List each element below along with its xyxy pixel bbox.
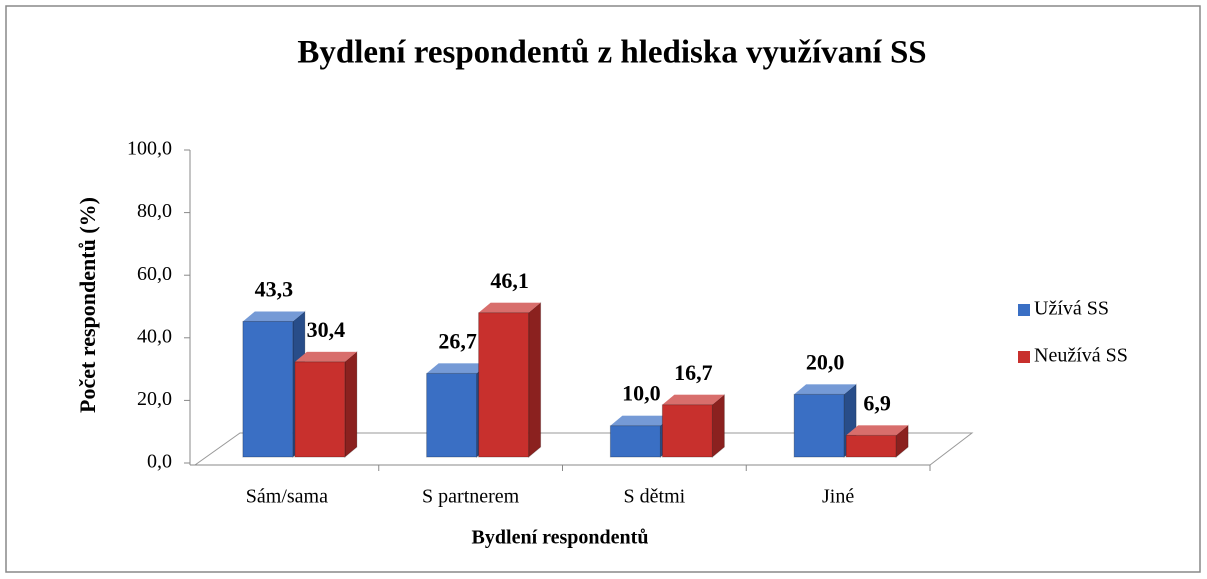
y-tick-label: 60,0 <box>137 263 172 285</box>
data-label: 26,7 <box>438 328 477 353</box>
bar <box>845 434 897 458</box>
y-tick-label: 80,0 <box>137 200 172 222</box>
legend-swatch <box>1018 304 1030 316</box>
data-label: 6,9 <box>863 390 891 415</box>
bar-top-light <box>846 425 909 436</box>
bar-top <box>794 384 857 395</box>
legend-swatch <box>1018 351 1030 363</box>
bar-side-shade <box>344 351 357 457</box>
y-tick-label: 0,0 <box>147 451 172 473</box>
bar-top <box>846 425 909 436</box>
bar <box>793 393 845 458</box>
bar-top <box>242 311 305 322</box>
bar-top <box>478 302 541 313</box>
x-tick-label: S partnerem <box>422 486 520 508</box>
x-tick-label: Jiné <box>822 486 854 508</box>
bar-top-light <box>294 351 357 362</box>
data-label: 16,7 <box>674 360 713 385</box>
bar-top <box>610 415 673 426</box>
bar-top <box>662 394 725 405</box>
x-axis-title: Bydlení respondentů <box>472 527 649 549</box>
bar-top-light <box>794 384 857 395</box>
y-tick-label: 40,0 <box>137 325 172 347</box>
chart-border <box>5 5 1201 573</box>
data-label: 20,0 <box>806 349 845 374</box>
data-label: 43,3 <box>255 277 294 302</box>
chart-title: Bydlení respondentů z hlediska využívaní… <box>297 35 926 71</box>
bar-side-shade <box>712 394 725 457</box>
x-tick-label: Sám/sama <box>246 486 328 508</box>
bar-top-light <box>662 394 725 405</box>
bar <box>478 312 530 458</box>
bar <box>426 372 478 458</box>
bar <box>294 361 346 458</box>
data-label: 10,0 <box>622 381 661 406</box>
x-tick-label: S dětmi <box>624 486 686 508</box>
bar-side-shade <box>528 302 541 457</box>
legend-label: Neužívá SS <box>1034 345 1128 367</box>
bar <box>242 320 294 458</box>
data-label: 30,4 <box>307 317 346 342</box>
y-tick-label: 20,0 <box>137 388 172 410</box>
legend-label: Užívá SS <box>1034 298 1109 320</box>
bar-top <box>426 363 489 374</box>
data-label: 46,1 <box>490 268 529 293</box>
bar-top-light <box>610 415 673 426</box>
bar-top-light <box>478 302 541 313</box>
bar-side-shade <box>896 425 909 457</box>
bar-top-light <box>426 363 489 374</box>
bar <box>661 404 713 458</box>
bar-top-light <box>242 311 305 322</box>
bar <box>609 425 661 458</box>
y-axis-title: Počet respondentů (%) <box>75 197 100 413</box>
y-tick-label: 100,0 <box>127 138 172 160</box>
bar-top <box>294 351 357 362</box>
